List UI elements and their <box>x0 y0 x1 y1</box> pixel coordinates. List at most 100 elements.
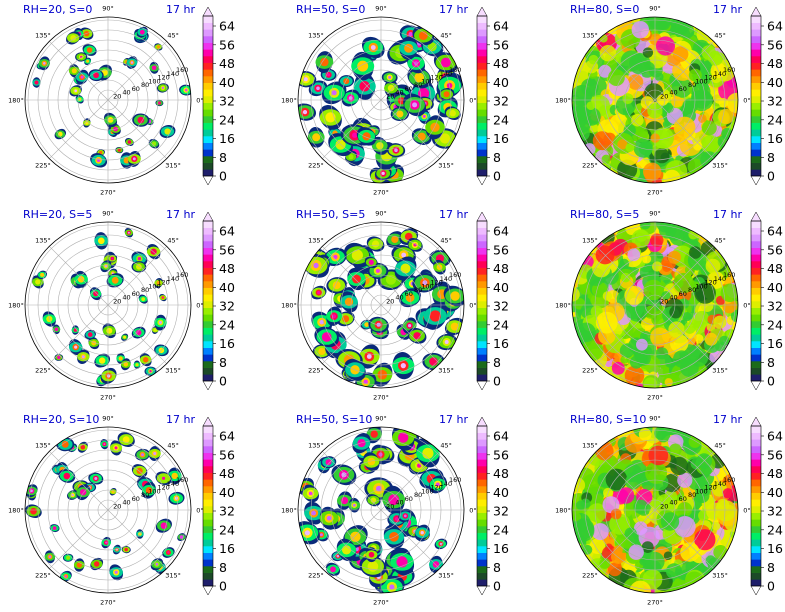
heatmap-cell <box>601 154 611 164</box>
colorbar-swatch <box>203 321 213 328</box>
heatmap-cell <box>629 52 651 75</box>
colorbar-tick-label: 16 <box>219 131 235 146</box>
colorbar-swatch <box>477 29 487 37</box>
heatmap-cell <box>694 282 716 304</box>
radial-tick-label: 40 <box>669 89 677 97</box>
colorbar-tick-label: 16 <box>219 336 235 351</box>
colorbar-tick-label: 64 <box>219 19 235 34</box>
heatmap-cell <box>648 17 671 31</box>
angle-tick-label: 180° <box>555 302 571 310</box>
angle-tick-label: 270° <box>100 394 116 402</box>
convective-cell <box>60 570 72 582</box>
colorbar-tick-label: 32 <box>219 299 235 314</box>
colorbar-swatch <box>477 566 487 573</box>
time-label: 17 hr <box>439 208 468 221</box>
convective-cell <box>162 547 175 558</box>
polar-panel-2: 0°45°90°135°180°225°270°315°20 40 60 801001… <box>281 3 509 197</box>
angle-tick-label: 225° <box>308 572 324 580</box>
convective-cell <box>77 349 90 364</box>
colorbar-swatch <box>203 459 213 467</box>
colorbar-swatch <box>477 479 487 487</box>
convective-cell <box>386 231 404 248</box>
colorbar-tick-label: 16 <box>767 131 783 146</box>
colorbar-tick-label: 0 <box>219 374 227 389</box>
polar-panel-5: 0°45°90°135°180°225°270°315°20 40 60 801001… <box>281 208 509 402</box>
angle-tick-label: 180° <box>281 507 297 515</box>
panel-title: RH=50, S=10 <box>296 413 372 426</box>
convective-cell <box>361 36 385 59</box>
angle-tick-label: 90° <box>375 415 387 423</box>
colorbar-swatch <box>203 334 213 342</box>
angle-tick-label: 225° <box>582 367 598 375</box>
heatmap-cell <box>682 312 692 322</box>
heatmap-cell <box>683 322 696 334</box>
heatmap-field <box>25 432 186 582</box>
colorbar-swatch <box>751 89 761 97</box>
polar-panel-8: 0°45°90°135°180°225°270°315°20 40 60 801001… <box>281 413 509 607</box>
heatmap-cell <box>669 305 683 319</box>
convective-cell <box>321 81 347 105</box>
convective-cell <box>25 504 42 519</box>
angle-tick-label: 180° <box>8 507 24 515</box>
colorbar-swatch <box>203 156 213 163</box>
radial-tick-label: 100 <box>695 77 707 85</box>
time-label: 17 hr <box>166 3 195 16</box>
radial-tick-label: 20 <box>660 502 668 510</box>
convective-cell <box>425 115 445 140</box>
colorbar-swatch <box>477 472 487 480</box>
colorbar-swatch <box>477 432 487 440</box>
heatmap-field <box>572 427 738 593</box>
convective-cell <box>386 143 406 158</box>
angle-tick-label: 180° <box>8 302 24 310</box>
colorbar-swatch <box>751 321 761 328</box>
heatmap-cell <box>633 138 653 158</box>
colorbar-swatch <box>477 221 487 228</box>
heatmap-field <box>31 228 169 387</box>
heatmap-cell <box>661 291 671 300</box>
colorbar-swatch <box>203 42 213 50</box>
convective-cell <box>109 564 124 581</box>
radial-tick-label: 60 <box>405 495 413 503</box>
colorbar-swatch <box>477 354 487 362</box>
colorbar-swatch <box>751 116 761 123</box>
heatmap-cell <box>610 508 622 520</box>
polar-grid <box>25 17 191 183</box>
colorbar-swatch <box>751 281 761 288</box>
radial-tick-label: 60 <box>405 290 413 298</box>
colorbar-swatch <box>477 122 487 130</box>
convective-cell <box>126 56 138 69</box>
colorbar-tick-label: 56 <box>219 242 235 257</box>
radial-tick-label: 160 <box>176 476 188 484</box>
heatmap-cell <box>619 343 635 358</box>
angle-tick-label: 315° <box>165 162 181 170</box>
heatmap-cell <box>689 345 701 357</box>
heatmap-cell <box>591 523 609 541</box>
angle-tick-label: 180° <box>555 507 571 515</box>
colorbar: 0 8 16 24 32 40 48 56 64 <box>750 211 783 391</box>
colorbar-tick-label: 0 <box>767 169 775 184</box>
colorbar-tick-label: 24 <box>767 522 783 537</box>
radial-tick-label: 120 <box>704 279 716 287</box>
radial-tick-label: 80 <box>414 491 422 499</box>
convective-cell <box>398 509 413 523</box>
radial-tick-label: 60 <box>679 290 687 298</box>
colorbar-tick-label: 56 <box>493 447 509 462</box>
heatmap-cell <box>573 518 595 539</box>
colorbar-swatch <box>477 506 487 513</box>
colorbar-swatch <box>203 254 213 262</box>
convective-cell <box>79 27 94 40</box>
colorbar-tick-label: 32 <box>767 299 783 314</box>
convective-cell <box>412 272 438 293</box>
polar-panel-3: 0°45°90°135°180°225°270°315°20 40 60 801001… <box>555 3 783 197</box>
heatmap-cell <box>701 45 716 60</box>
colorbar-swatch <box>203 426 213 433</box>
convective-cell <box>44 550 56 564</box>
panel-title: RH=20, S=5 <box>23 208 92 221</box>
colorbar-tick-label: 32 <box>493 299 509 314</box>
angle-tick-label: 135° <box>582 441 598 449</box>
colorbar-tick-label: 0 <box>767 374 775 389</box>
angle-tick-label: 135° <box>35 31 51 39</box>
heatmap-cell <box>660 512 680 531</box>
colorbar-swatch <box>477 156 487 163</box>
colorbar-swatch <box>203 307 213 315</box>
